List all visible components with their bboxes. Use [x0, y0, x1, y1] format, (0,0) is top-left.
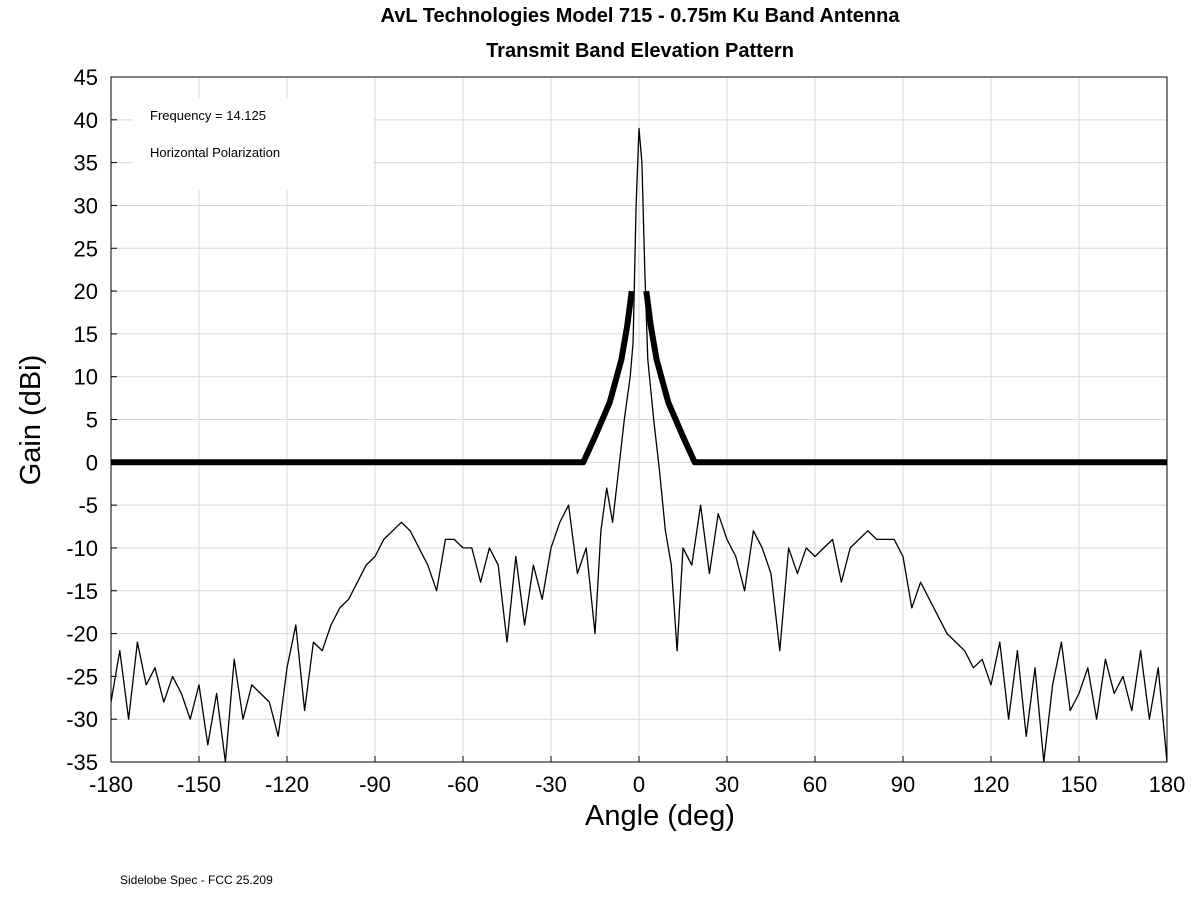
- y-tick-label: 15: [74, 322, 98, 347]
- x-tick-label: 120: [973, 772, 1010, 797]
- y-tick-label: -35: [66, 750, 98, 775]
- x-tick-label: -120: [265, 772, 309, 797]
- x-tick-label: -150: [177, 772, 221, 797]
- y-tick-label: 40: [74, 108, 98, 133]
- y-tick-label: 10: [74, 365, 98, 390]
- annotation: Horizontal Polarization: [150, 145, 280, 160]
- y-tick-label: -20: [66, 622, 98, 647]
- series-group: [111, 127, 1167, 762]
- x-axis-label: Angle (deg): [585, 800, 735, 832]
- data-line: [111, 127, 1167, 762]
- data-line: [111, 290, 1167, 466]
- annotation: Frequency = 14.125: [150, 108, 266, 123]
- plot-frame: [110, 76, 1168, 763]
- y-tick-label: -5: [78, 493, 98, 518]
- chart-subtitle: Transmit Band Elevation Pattern: [486, 40, 794, 62]
- x-tick-label: -60: [447, 772, 479, 797]
- x-tick-label: -90: [359, 772, 391, 797]
- y-tick-label: 0: [86, 450, 98, 475]
- x-tick-label: 30: [715, 772, 739, 797]
- y-tick-label: -15: [66, 579, 98, 604]
- y-axis-label: Gain (dBi): [15, 355, 47, 486]
- plot-area: -35 -30 -25 -20 -15 -10 -5 0 5 10 15 20 25 30 35 40 45 -1…: [66, 65, 1185, 797]
- y-tick-label: -25: [66, 664, 98, 689]
- y-tick-label: 35: [74, 151, 98, 176]
- y-tick-label: 5: [86, 408, 98, 433]
- y-tick-label: -10: [66, 536, 98, 561]
- footnote: Sidelobe Spec - FCC 25.209: [120, 873, 273, 887]
- x-tick-label: 0: [633, 772, 645, 797]
- y-tick-label: -30: [66, 707, 98, 732]
- y-tick-label: 30: [74, 193, 98, 218]
- x-tick-label: 180: [1149, 772, 1186, 797]
- x-tick-label: 90: [891, 772, 915, 797]
- y-tick-label: 25: [74, 236, 98, 261]
- annotation-box: [133, 99, 373, 189]
- x-tick-label: -30: [535, 772, 567, 797]
- y-tick-label: 20: [74, 279, 98, 304]
- x-tick-label: 150: [1061, 772, 1098, 797]
- chart-title: AvL Technologies Model 715 - 0.75m Ku Ba…: [381, 5, 901, 27]
- x-tick-label: -180: [89, 772, 133, 797]
- y-tick-label: 45: [74, 65, 98, 90]
- x-tick-label: 60: [803, 772, 827, 797]
